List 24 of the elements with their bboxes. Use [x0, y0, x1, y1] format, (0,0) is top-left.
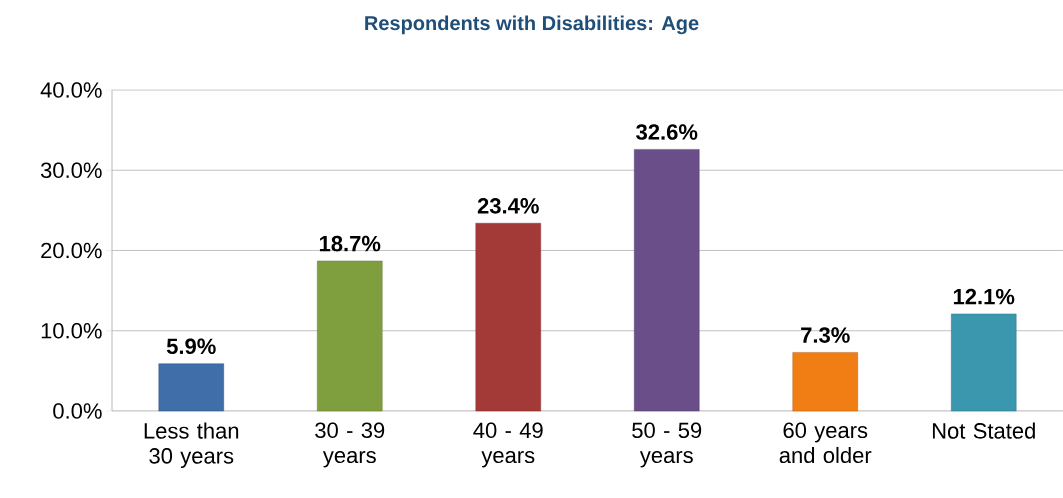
x-tick-label: 60 years and older — [779, 422, 872, 464]
bar — [158, 363, 224, 412]
bar — [475, 223, 541, 412]
y-tick-label: 10.0% — [41, 322, 102, 339]
y-tick-label: 30.0% — [40, 162, 102, 179]
chart-title: Respondents with Disabilities: Age — [365, 15, 699, 35]
bar — [792, 352, 858, 412]
data-label: 32.6% — [636, 124, 698, 140]
data-label: 23.4% — [477, 198, 539, 214]
data-label: 12.1% — [953, 288, 1015, 305]
x-tick-label: 50 - 59 years — [632, 422, 702, 468]
data-label: 7.3% — [801, 327, 850, 343]
y-tick-label: 0.0% — [53, 403, 102, 419]
data-label: 18.7% — [319, 235, 381, 252]
x-tick-label: 40 - 49 years — [473, 422, 543, 468]
x-tick-label: Not Stated — [932, 422, 1035, 439]
y-tick-label: 20.0% — [41, 242, 102, 259]
bar — [634, 149, 700, 412]
data-label: 5.9% — [166, 338, 216, 355]
y-tick-label: 40.0% — [40, 82, 102, 98]
x-tick-label: 30 - 39 years — [315, 422, 385, 468]
x-tick-label: Less than 30 years — [144, 422, 239, 469]
bar — [317, 260, 383, 412]
bar — [951, 313, 1017, 412]
